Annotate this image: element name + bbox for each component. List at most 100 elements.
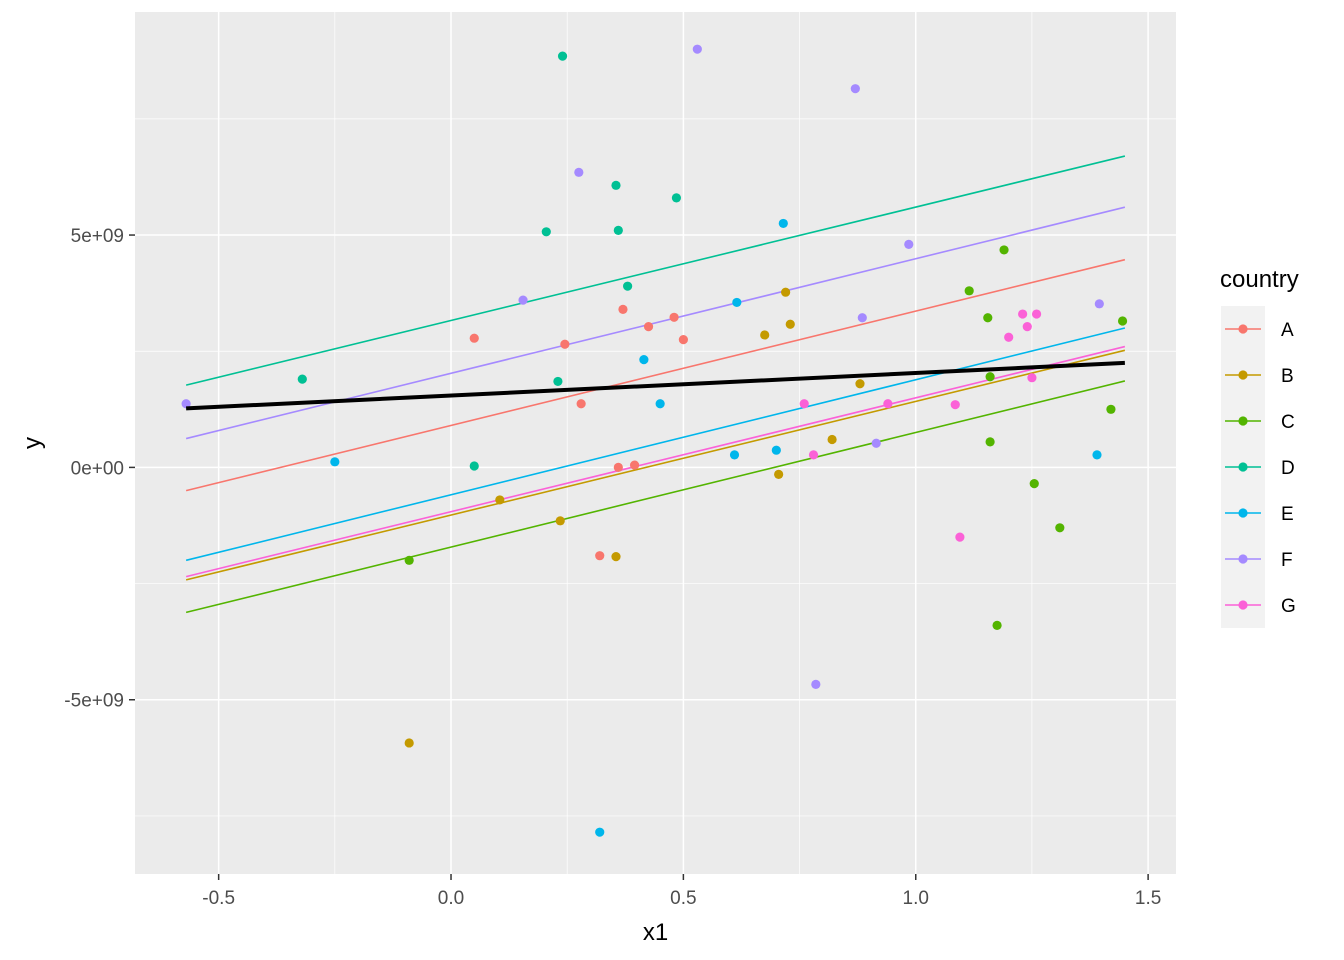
point-E [1092,450,1102,460]
point-G [955,532,965,542]
grid-major [135,12,1176,874]
fit-line-G [185,345,1126,578]
point-A [629,460,640,470]
point-B [404,738,414,748]
point-B [760,330,770,340]
point-C [1055,523,1065,533]
point-F [181,399,191,409]
point-F [518,295,528,305]
point-G [883,399,893,409]
point-D [611,180,621,190]
x-tick-label: 1.0 [903,888,929,909]
data-points [181,44,1128,837]
point-D [469,461,479,471]
x-tick-label: 0.5 [670,888,696,909]
point-G [799,399,809,409]
point-F [1094,299,1104,309]
point-F [692,44,702,54]
legend-key-point [1238,462,1248,472]
point-B [555,516,565,526]
point-C [404,555,414,565]
point-F [871,438,881,448]
point-E [771,445,781,455]
y-tick-label: -5e+09 [64,691,124,712]
fit-line-E [185,327,1126,562]
point-B [781,287,791,297]
point-C [992,620,1002,630]
point-B [785,319,795,329]
point-G [1004,332,1014,342]
point-D [297,374,307,384]
y-tick-label: 0e+00 [71,458,124,479]
point-F [811,679,821,690]
plot-panel [135,12,1176,874]
legend-label-E: E [1281,504,1294,525]
fit-line-A [185,258,1126,492]
legend-key-point [1238,324,1248,334]
point-A [613,462,623,472]
legend-label-G: G [1281,596,1296,617]
point-E [732,297,742,308]
grid-minor [135,12,1176,874]
point-C [1029,479,1039,489]
point-D [671,193,682,203]
point-A [643,321,654,332]
legend-label-A: A [1281,320,1294,341]
point-A [669,312,679,322]
fit-line-D [185,155,1126,386]
x-tick-label: 0.0 [438,888,464,909]
point-B [611,552,621,562]
point-C [1117,316,1128,326]
point-B [774,469,784,479]
point-G [808,450,819,460]
legend: country A B C D E F G [1220,266,1299,628]
point-D [557,51,568,61]
x-tick-label: 1.5 [1135,888,1161,909]
point-A [595,551,605,561]
legend-key-point [1238,508,1248,518]
legend-label-C: C [1281,412,1295,433]
x-tick-label: -0.5 [202,888,235,909]
fit-line-C [185,380,1126,614]
point-A [618,304,628,315]
point-E [595,827,605,837]
fit-line-B [185,349,1126,581]
legend-key-point [1238,370,1248,380]
y-axis-label: y [19,437,46,449]
point-E [729,450,740,460]
point-B [855,379,865,389]
legend-title: country [1220,266,1299,293]
point-A [576,399,586,409]
legend-label-D: D [1281,458,1295,479]
point-F [574,167,584,177]
legend-label-B: B [1281,366,1294,387]
y-tick-label: 5e+09 [71,226,124,247]
point-E [778,218,788,229]
x-axis-label: x1 [643,919,668,946]
point-G [1031,309,1042,319]
point-C [985,437,995,447]
point-C [983,313,993,323]
point-B [495,495,505,505]
point-A [469,333,479,343]
point-C [985,372,995,382]
point-D [553,376,563,387]
y-axis-ticks: -5e+09 0e+00 5e+09 [64,226,135,712]
point-G [1018,309,1028,319]
point-D [613,225,623,236]
point-A [678,335,688,345]
point-E [639,354,649,365]
point-G [1027,373,1037,383]
legend-key-point [1238,554,1248,564]
point-G [1022,321,1032,332]
point-C [1106,404,1116,414]
point-G [950,400,960,410]
legend-label-F: F [1281,550,1293,571]
point-F [857,313,867,323]
point-C [964,286,974,296]
point-E [655,399,665,409]
point-F [904,239,914,249]
point-F [850,84,860,94]
point-B [827,434,837,445]
